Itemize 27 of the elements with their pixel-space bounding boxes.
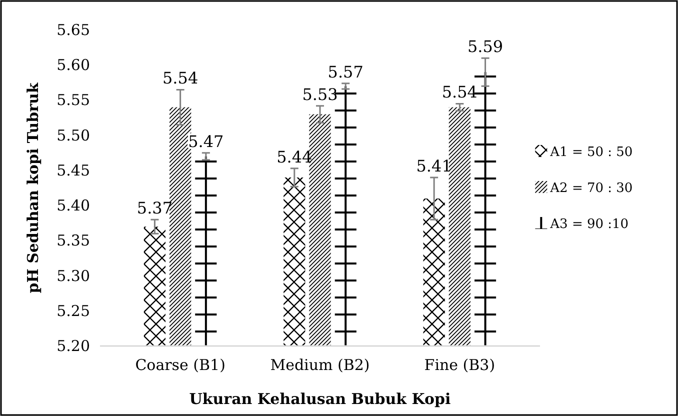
y-tick-label: 5.55 [56,91,90,110]
legend-label: A1 = 50 : 50 [549,145,633,160]
data-label: 5.37 [136,198,173,218]
y-tick-label: 5.35 [56,232,90,250]
y-tick-label: 5.40 [56,196,90,215]
data-label: 5.41 [416,156,452,176]
y-axis-title: pH Seduhan kopi Tubruk [24,82,42,294]
data-label: 5.53 [302,84,338,104]
data-label: 5.47 [188,132,224,151]
data-label: 5.59 [467,37,504,56]
data-label: 5.54 [162,68,198,88]
y-tick-label: 5.65 [56,21,90,39]
y-tick-label: 5.30 [56,266,90,285]
legend-label: A3 = 90 :10 [549,217,629,232]
x-axis-title: Ukuran Kehalusan Bubuk Kopi [189,390,451,408]
y-tick-label: 5.20 [56,337,90,355]
y-tick-label: 5.25 [56,302,90,320]
data-label: 5.44 [276,147,312,166]
data-label: 5.54 [442,82,478,102]
data-label: 5.57 [328,62,364,82]
x-tick-label: Medium (B2) [270,356,370,374]
y-tick-label: 5.50 [56,126,90,144]
legend-label: A2 = 70 : 30 [549,181,633,196]
y-tick-label: 5.45 [56,161,90,180]
x-tick-label: Coarse (B1) [135,356,226,374]
x-tick-label: Fine (B3) [424,356,496,374]
y-tick-label: 5.60 [56,56,90,74]
